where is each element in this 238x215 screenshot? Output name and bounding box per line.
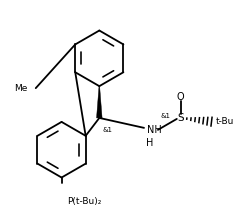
Text: t-Bu: t-Bu	[216, 117, 234, 126]
Text: NH: NH	[147, 125, 162, 135]
Text: P(t-Bu)₂: P(t-Bu)₂	[67, 197, 102, 206]
Text: H: H	[146, 138, 154, 148]
Polygon shape	[97, 86, 102, 118]
Text: &1: &1	[102, 127, 112, 133]
Text: O: O	[177, 92, 185, 102]
Text: Me: Me	[15, 84, 28, 93]
Text: S: S	[178, 113, 184, 123]
Text: &1: &1	[161, 113, 171, 119]
